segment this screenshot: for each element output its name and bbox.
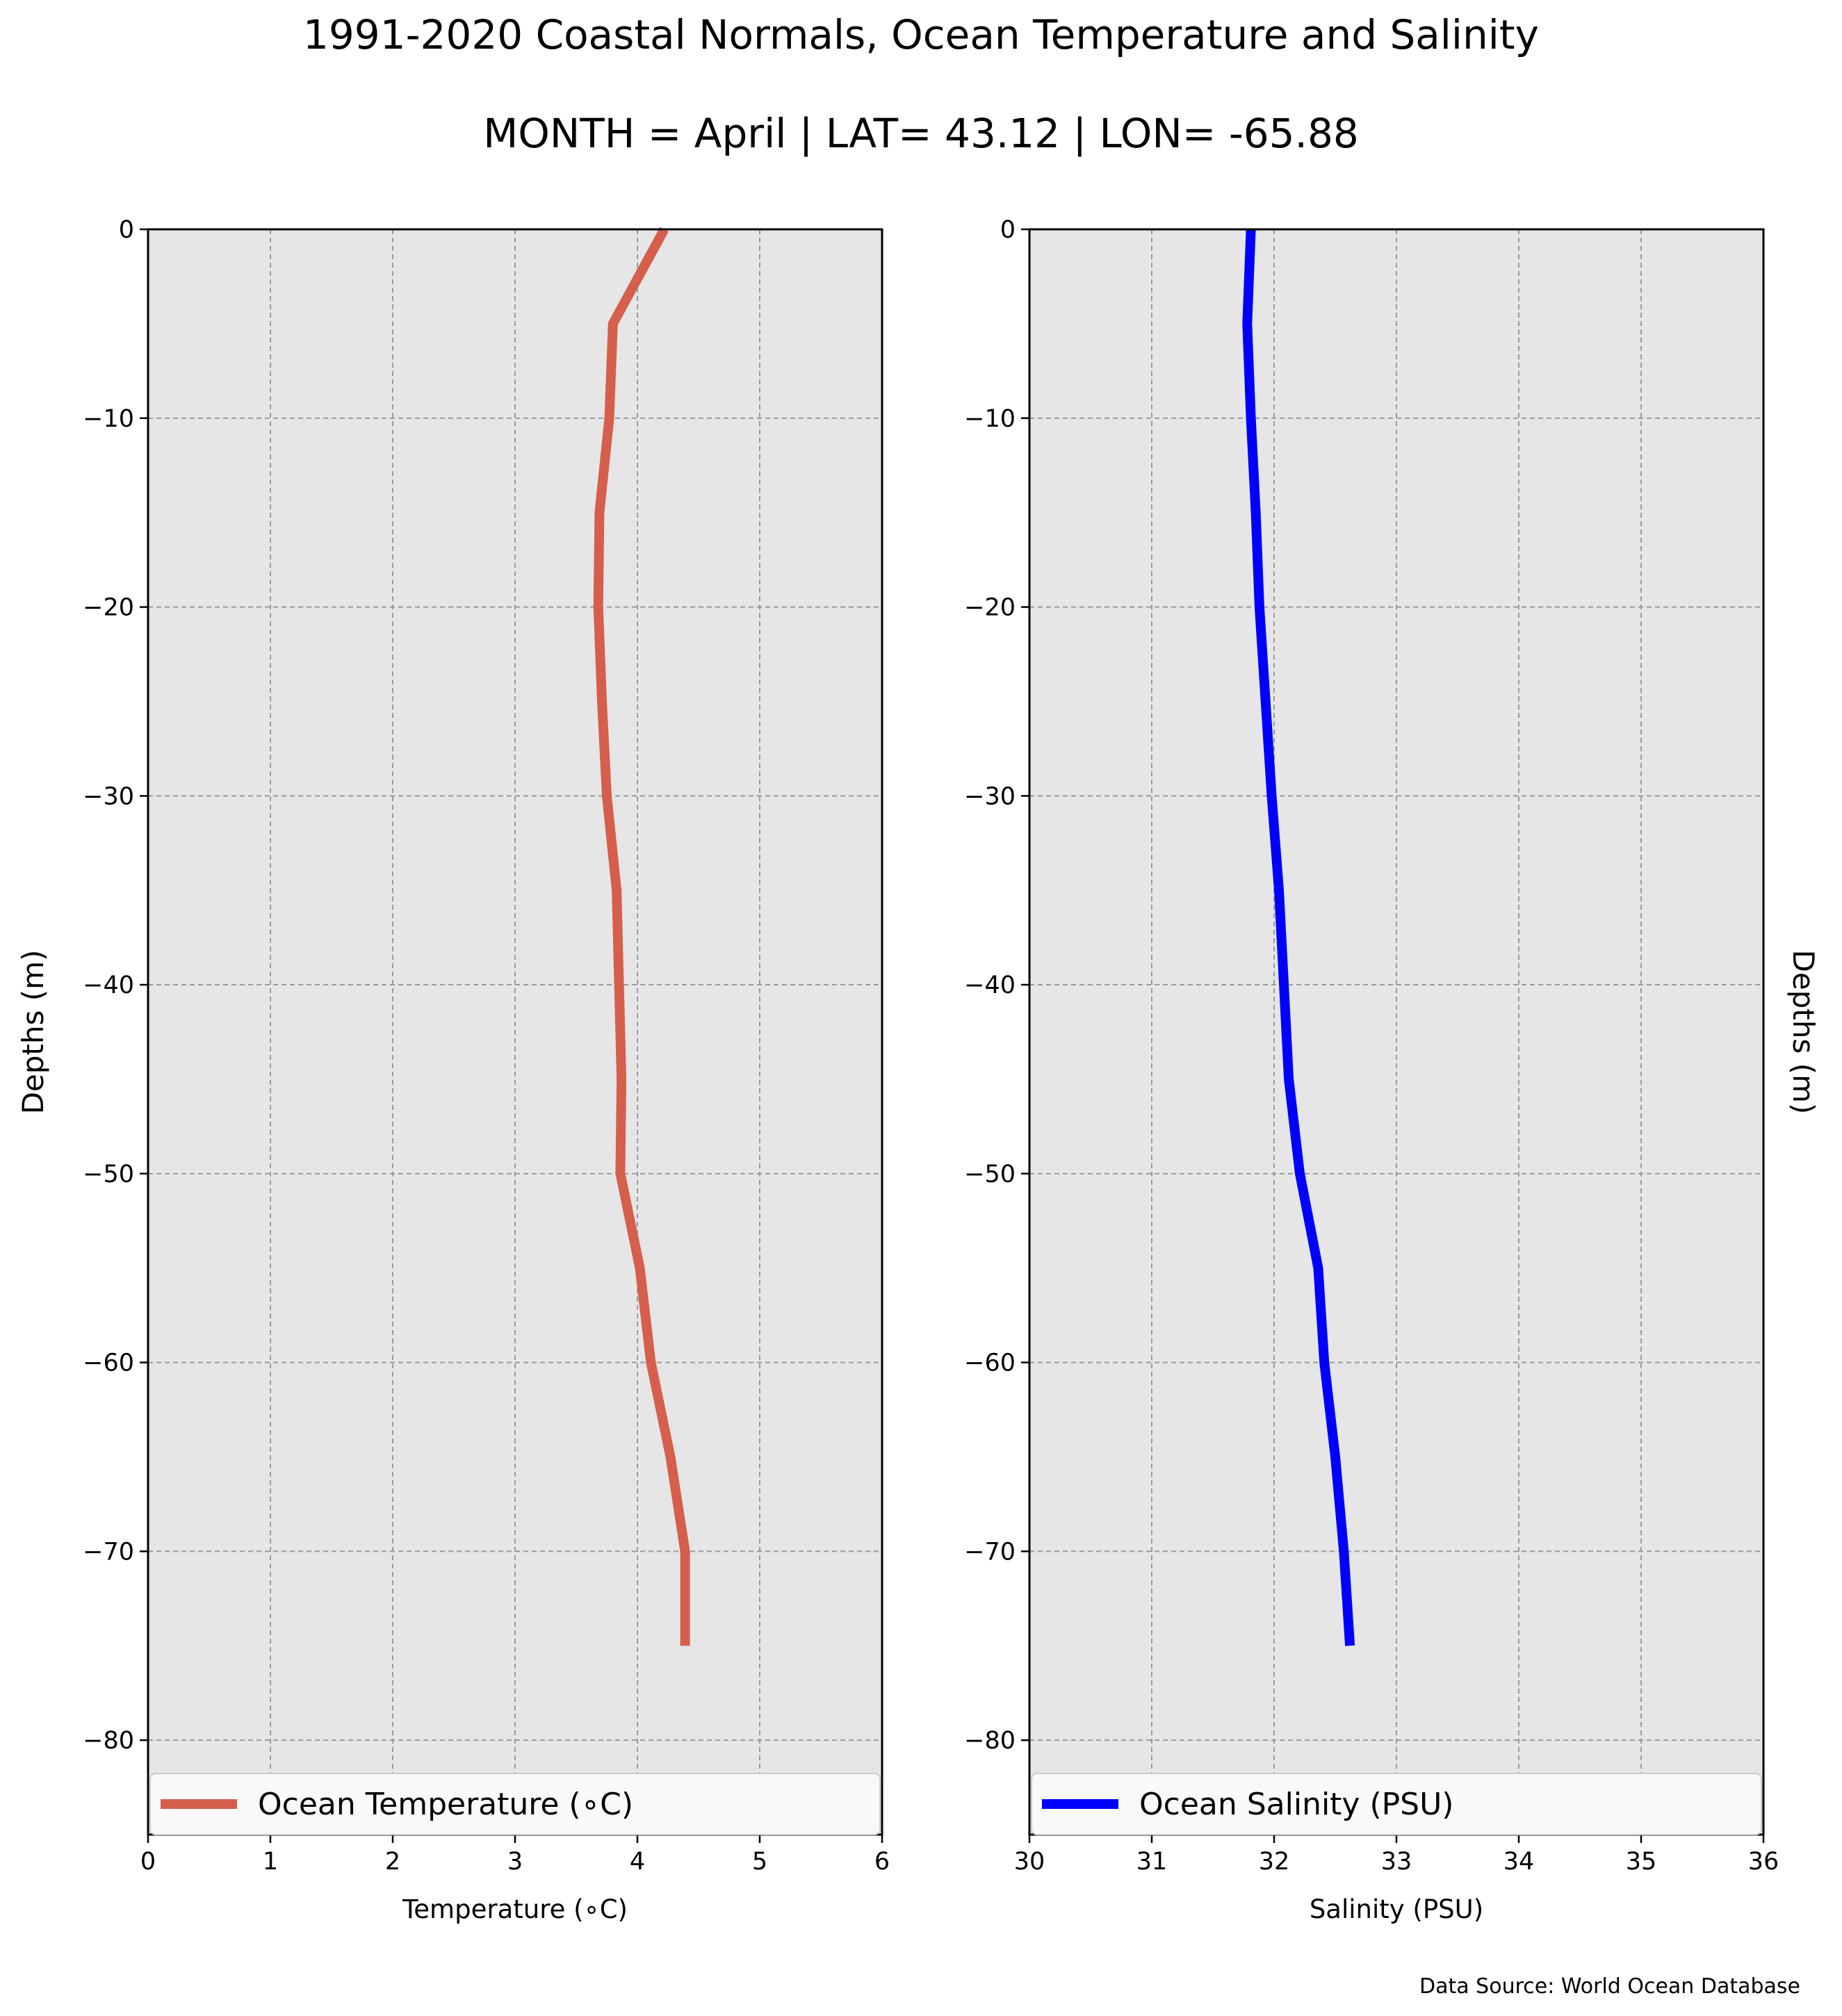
y-tick-label: −70 — [83, 1538, 134, 1566]
x-tick-label: 34 — [1503, 1848, 1535, 1876]
x-axis-label: Temperature (∘C) — [402, 1894, 628, 1924]
x-tick-label: 3 — [507, 1848, 523, 1876]
y-tick-label: −80 — [964, 1727, 1016, 1755]
legend-label: Ocean Temperature (∘C) — [258, 1787, 633, 1822]
x-tick-label: 33 — [1381, 1848, 1412, 1876]
legend-box — [1031, 1773, 1762, 1835]
y-tick-label: −60 — [83, 1350, 134, 1377]
y-tick-label: −60 — [964, 1350, 1016, 1377]
y-tick-label: −20 — [964, 594, 1016, 622]
legend-box — [149, 1773, 881, 1835]
x-tick-label: 31 — [1136, 1848, 1168, 1876]
x-tick-label: 6 — [874, 1848, 890, 1876]
y-tick-label: −30 — [964, 782, 1016, 810]
x-tick-label: 5 — [752, 1848, 767, 1876]
x-tick-label: 36 — [1748, 1848, 1779, 1876]
y-tick-label: −10 — [83, 405, 134, 433]
x-tick-label: 4 — [630, 1848, 645, 1876]
y-tick-label: −50 — [964, 1161, 1016, 1188]
y-tick-label: −70 — [964, 1538, 1016, 1566]
x-tick-label: 35 — [1626, 1848, 1657, 1876]
y-tick-label: −50 — [83, 1161, 134, 1188]
y-tick-label: −40 — [964, 972, 1016, 999]
x-tick-label: 2 — [385, 1848, 400, 1876]
x-tick-label: 1 — [263, 1848, 278, 1876]
figure-title: 1991-2020 Coastal Normals, Ocean Tempera… — [303, 11, 1539, 58]
y-axis-label: Depths (m) — [1786, 950, 1820, 1115]
x-tick-label: 32 — [1259, 1848, 1290, 1876]
legend: Ocean Temperature (∘C) — [149, 1773, 881, 1835]
x-tick-label: 0 — [140, 1848, 156, 1876]
salinity-series-line — [1242, 229, 1355, 1646]
legend: Ocean Salinity (PSU) — [1031, 1773, 1762, 1835]
y-tick-label: −40 — [83, 972, 134, 999]
temperature-series-line — [593, 227, 690, 1646]
y-tick-label: −80 — [83, 1727, 134, 1755]
temperature-profile-chart: 0 1 2 3 4 5 6 0 −10 −20 −30 −40 −50 −60 −70 −80 Temperat… — [16, 216, 890, 1924]
y-tick-label: −20 — [83, 594, 134, 622]
x-axis-label: Salinity (PSU) — [1310, 1894, 1483, 1924]
y-tick-label: 0 — [1000, 216, 1016, 244]
y-tick-label: −30 — [83, 782, 134, 810]
y-tick-label: 0 — [119, 216, 134, 244]
figure-subtitle: MONTH = April | LAT= 43.12 | LON= -65.88 — [483, 110, 1359, 157]
x-tick-label: 30 — [1014, 1848, 1045, 1876]
salinity-profile-chart: 30 31 32 33 34 35 36 0 −10 −20 −30 −40 −50 −60 −70 −80 S… — [964, 216, 1820, 1924]
y-axis-label: Depths (m) — [16, 950, 50, 1115]
data-source-note: Data Source: World Ocean Database — [1419, 1974, 1800, 1999]
y-tick-label: −10 — [964, 405, 1016, 433]
legend-label: Ocean Salinity (PSU) — [1139, 1787, 1453, 1822]
